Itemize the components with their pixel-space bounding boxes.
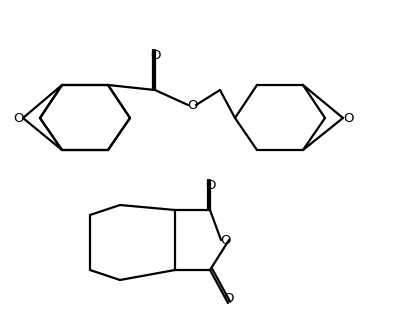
- Text: O: O: [13, 112, 23, 125]
- Text: O: O: [205, 178, 215, 191]
- Text: O: O: [220, 233, 230, 246]
- Text: O: O: [343, 112, 353, 125]
- Text: O: O: [150, 48, 160, 61]
- Text: O: O: [187, 99, 197, 112]
- Text: O: O: [223, 292, 233, 305]
